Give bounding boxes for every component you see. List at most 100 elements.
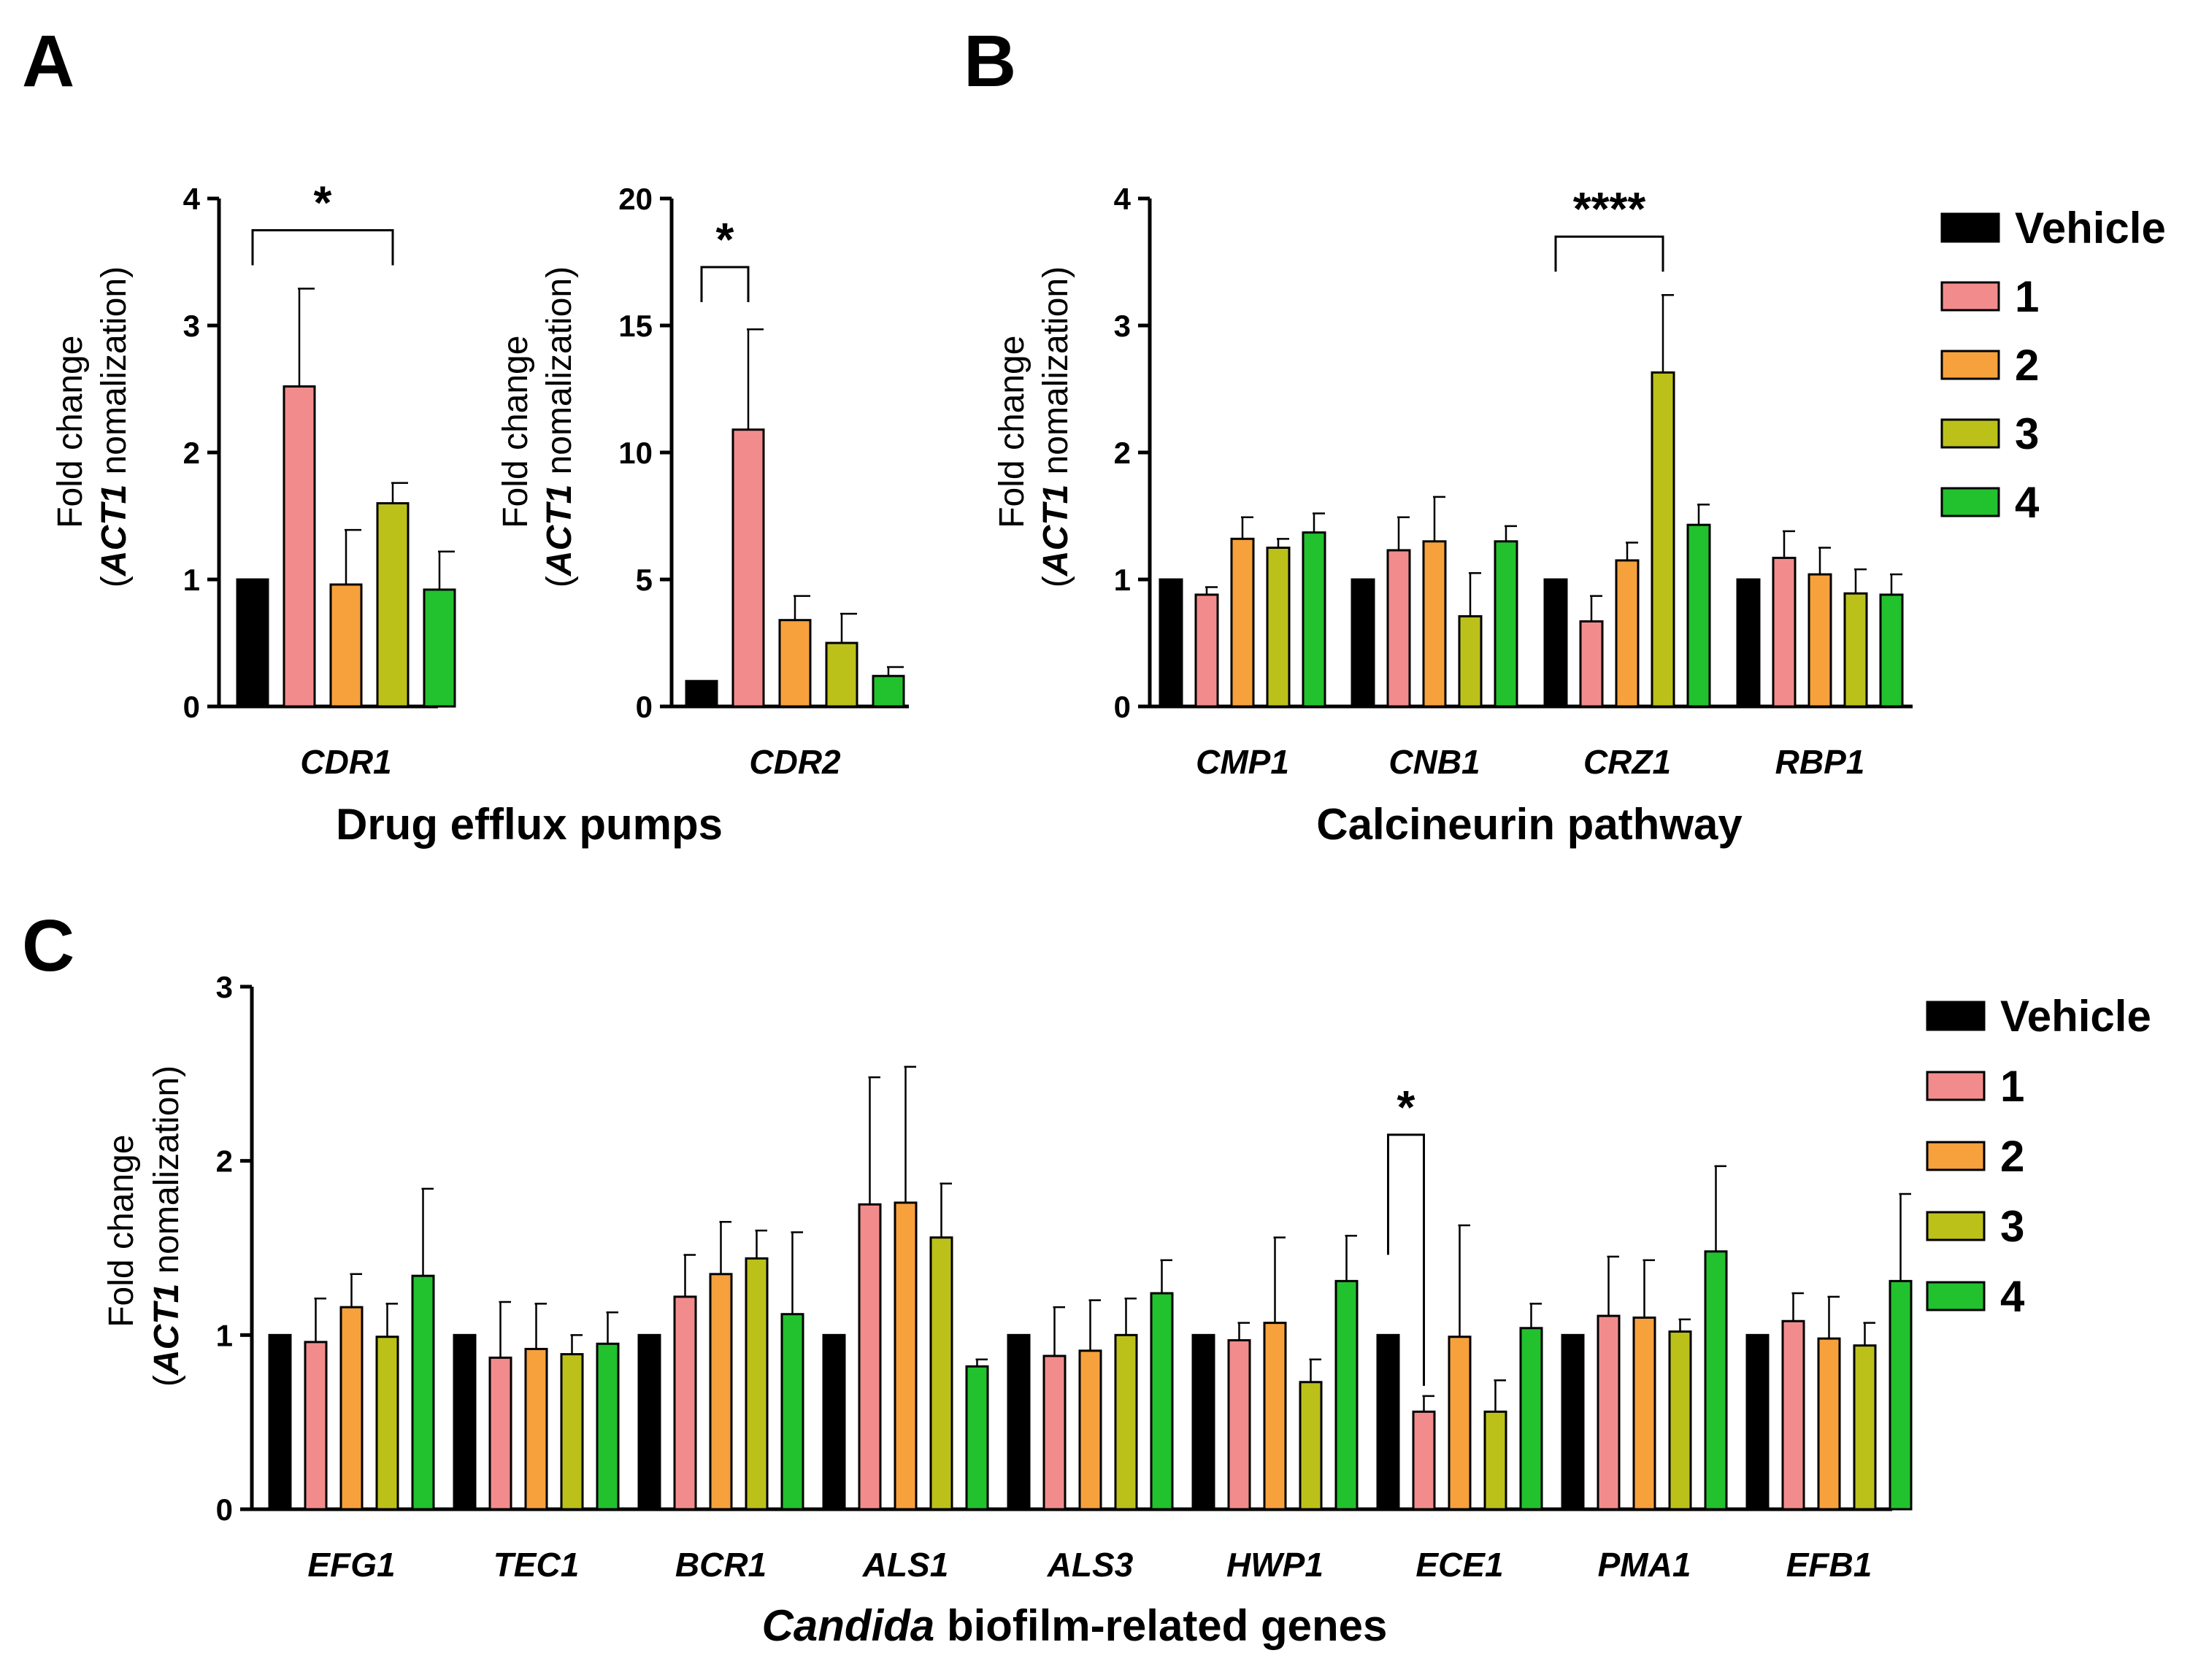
legend-label: 2: [2015, 341, 2039, 390]
bar-cmp1-cmpd3: [1266, 547, 1291, 708]
error-bar: [747, 328, 764, 430]
x-axis-title-a: Drug efflux pumps: [336, 800, 723, 849]
bar-als3-cmpd4: [1150, 1292, 1174, 1511]
error-bar: [1053, 1306, 1065, 1356]
y-axis-title-a2: Fold change (ACT1 nomalization): [496, 266, 579, 587]
error-bar: [1827, 1295, 1840, 1339]
error-bar: [904, 1066, 916, 1203]
error-bar: [1854, 568, 1867, 594]
y-tick-label: 3: [1114, 309, 1131, 343]
y-tick-label: 5: [636, 563, 653, 597]
bar-cdr2-cmpd1: [731, 428, 765, 708]
bar-efg1-cmpd3: [375, 1336, 399, 1511]
bar-hwp1-cmpd4: [1334, 1279, 1359, 1511]
x-axis-title-c-rest: biofilm-related genes: [934, 1601, 1387, 1650]
bar-pma1-cmpd2: [1632, 1316, 1656, 1511]
legend-label: 1: [2000, 1062, 2024, 1111]
bar-efg1-cmpd2: [339, 1306, 364, 1511]
y-axis-title-c: Fold change (ACT1 nomalization): [102, 1066, 186, 1387]
y-tick-label: 3: [216, 970, 233, 1004]
x-category-label: ALS3: [1047, 1546, 1134, 1584]
panel-letter-c: C: [22, 905, 74, 987]
error-bar: [683, 1254, 696, 1297]
bar-ece1-cmpd3: [1483, 1410, 1507, 1511]
error-bar: [1469, 572, 1481, 617]
bar-ece1-cmpd1: [1412, 1410, 1436, 1511]
error-bar: [1818, 547, 1831, 575]
error-bar: [570, 1334, 583, 1355]
error-bar: [868, 1076, 880, 1205]
x-category-label: HWP1: [1226, 1546, 1324, 1584]
error-bar: [1505, 525, 1517, 542]
significance-bracket: [251, 229, 394, 266]
error-bar: [298, 288, 315, 387]
bar-tec1-cmpd4: [596, 1342, 620, 1511]
bar-ece1-vehicle: [1376, 1333, 1400, 1511]
bar-cdr1-cmpd2: [329, 583, 363, 708]
bar-hwp1-vehicle: [1191, 1333, 1215, 1511]
error-bar: [606, 1311, 618, 1344]
legend-swatch-1: [1926, 1071, 1986, 1101]
significance-label: ****: [1573, 182, 1646, 235]
y-axis-title-line1: Fold change: [496, 336, 535, 528]
x-axis-title-c: Candida biofilm-related genes: [762, 1601, 1388, 1650]
error-bar: [1313, 512, 1325, 533]
error-bar: [1783, 530, 1795, 558]
y-tick-label: 4: [183, 182, 201, 216]
error-bar: [1678, 1318, 1691, 1332]
bar-als1-cmpd3: [929, 1236, 953, 1511]
y-tick-label: 1: [183, 563, 200, 597]
bar-tec1-cmpd1: [488, 1356, 512, 1511]
chart-biofilm: 0 1 2 3 EFG1 TEC1 BCR1 ALS1 ALS3 HWP1 ECE1 PMA1 EFB1…: [216, 970, 1913, 1584]
y-tick-label: 3: [183, 309, 200, 343]
y-tick-label: 4: [1114, 182, 1132, 216]
x-category-label: RBP1: [1775, 743, 1865, 781]
bar-ece1-cmpd4: [1519, 1327, 1543, 1511]
bar-cnb1-vehicle: [1351, 578, 1375, 708]
x-category-label: CRZ1: [1583, 743, 1671, 781]
bar-cmp1-cmpd4: [1302, 531, 1326, 708]
bar-cdr1-cmpd1: [283, 385, 316, 708]
error-bar: [1277, 538, 1289, 548]
bar-als1-vehicle: [822, 1333, 846, 1511]
y-tick-label: 0: [636, 690, 653, 724]
y-tick-label: 15: [618, 309, 653, 343]
y-tick-label: 1: [216, 1318, 233, 1352]
y-axis-title-line2: (ACT1 nomalization): [147, 1066, 186, 1387]
x-category-label: EFB1: [1786, 1546, 1872, 1584]
panel-letter-b: B: [964, 20, 1016, 102]
error-bar: [840, 612, 857, 643]
bar-efb1-cmpd3: [1853, 1344, 1877, 1511]
bar-hwp1-cmpd2: [1263, 1322, 1287, 1511]
error-bar: [940, 1182, 952, 1238]
bar-pma1-cmpd4: [1704, 1250, 1728, 1511]
chart-cdr1: 0 1 2 3 4 CDR1 *: [183, 177, 456, 781]
x-category-label: ECE1: [1415, 1546, 1503, 1584]
y-tick-label: 0: [183, 690, 200, 724]
x-category-label: CMP1: [1196, 743, 1289, 781]
error-bar: [1714, 1165, 1726, 1252]
error-bar: [1791, 1292, 1804, 1322]
significance-bracket: [1554, 235, 1664, 272]
y-tick-label: 2: [216, 1144, 233, 1179]
error-bar: [421, 1187, 434, 1276]
bar-rbp1-cmpd3: [1843, 592, 1868, 708]
bar-als3-cmpd3: [1114, 1333, 1138, 1511]
bar-bcr1-vehicle: [637, 1333, 661, 1511]
y-tick-label: 10: [618, 436, 653, 470]
error-bar: [350, 1273, 362, 1308]
bar-cdr2-cmpd3: [825, 641, 858, 708]
bar-cmp1-cmpd2: [1230, 537, 1255, 708]
bar-efb1-vehicle: [1745, 1333, 1770, 1511]
y-axis-title-line2: (ACT1 nomalization): [1037, 266, 1075, 587]
bar-crz1-cmpd4: [1686, 523, 1711, 708]
error-bar: [1273, 1236, 1286, 1323]
bar-efb1-cmpd1: [1781, 1319, 1805, 1511]
significance-bracket: [700, 266, 750, 302]
bar-als3-cmpd2: [1078, 1349, 1102, 1511]
error-bar: [791, 1231, 803, 1314]
y-axis-title-line1: Fold change: [102, 1135, 141, 1328]
bar-cnb1-cmpd2: [1422, 540, 1447, 708]
y-tick-label: 0: [1114, 690, 1131, 724]
